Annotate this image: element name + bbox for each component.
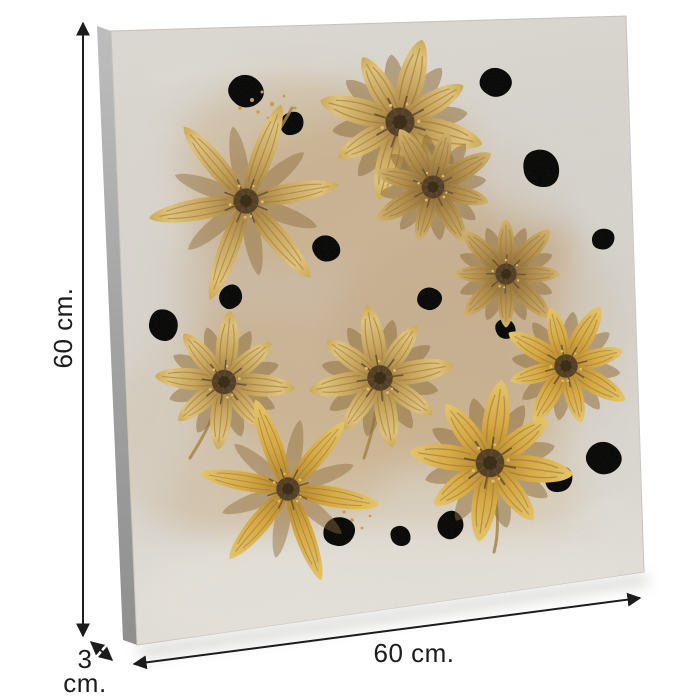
height-dimension: 60 cm. <box>48 21 90 638</box>
depth-dimension: 3 cm. <box>63 641 114 698</box>
width-dimension: 60 cm. <box>132 592 642 670</box>
canvas-side-edge <box>97 26 137 645</box>
painting <box>111 16 644 645</box>
depth-dimension-label-value: 3 <box>78 644 93 674</box>
height-dimension-label: 60 cm. <box>48 287 78 368</box>
depth-dimension-label-unit: cm. <box>63 668 106 698</box>
width-dimension-label: 60 cm. <box>373 638 454 668</box>
depth-dimension-line <box>89 641 114 661</box>
canvas-artwork <box>97 15 645 646</box>
width-dimension-line <box>132 592 642 670</box>
